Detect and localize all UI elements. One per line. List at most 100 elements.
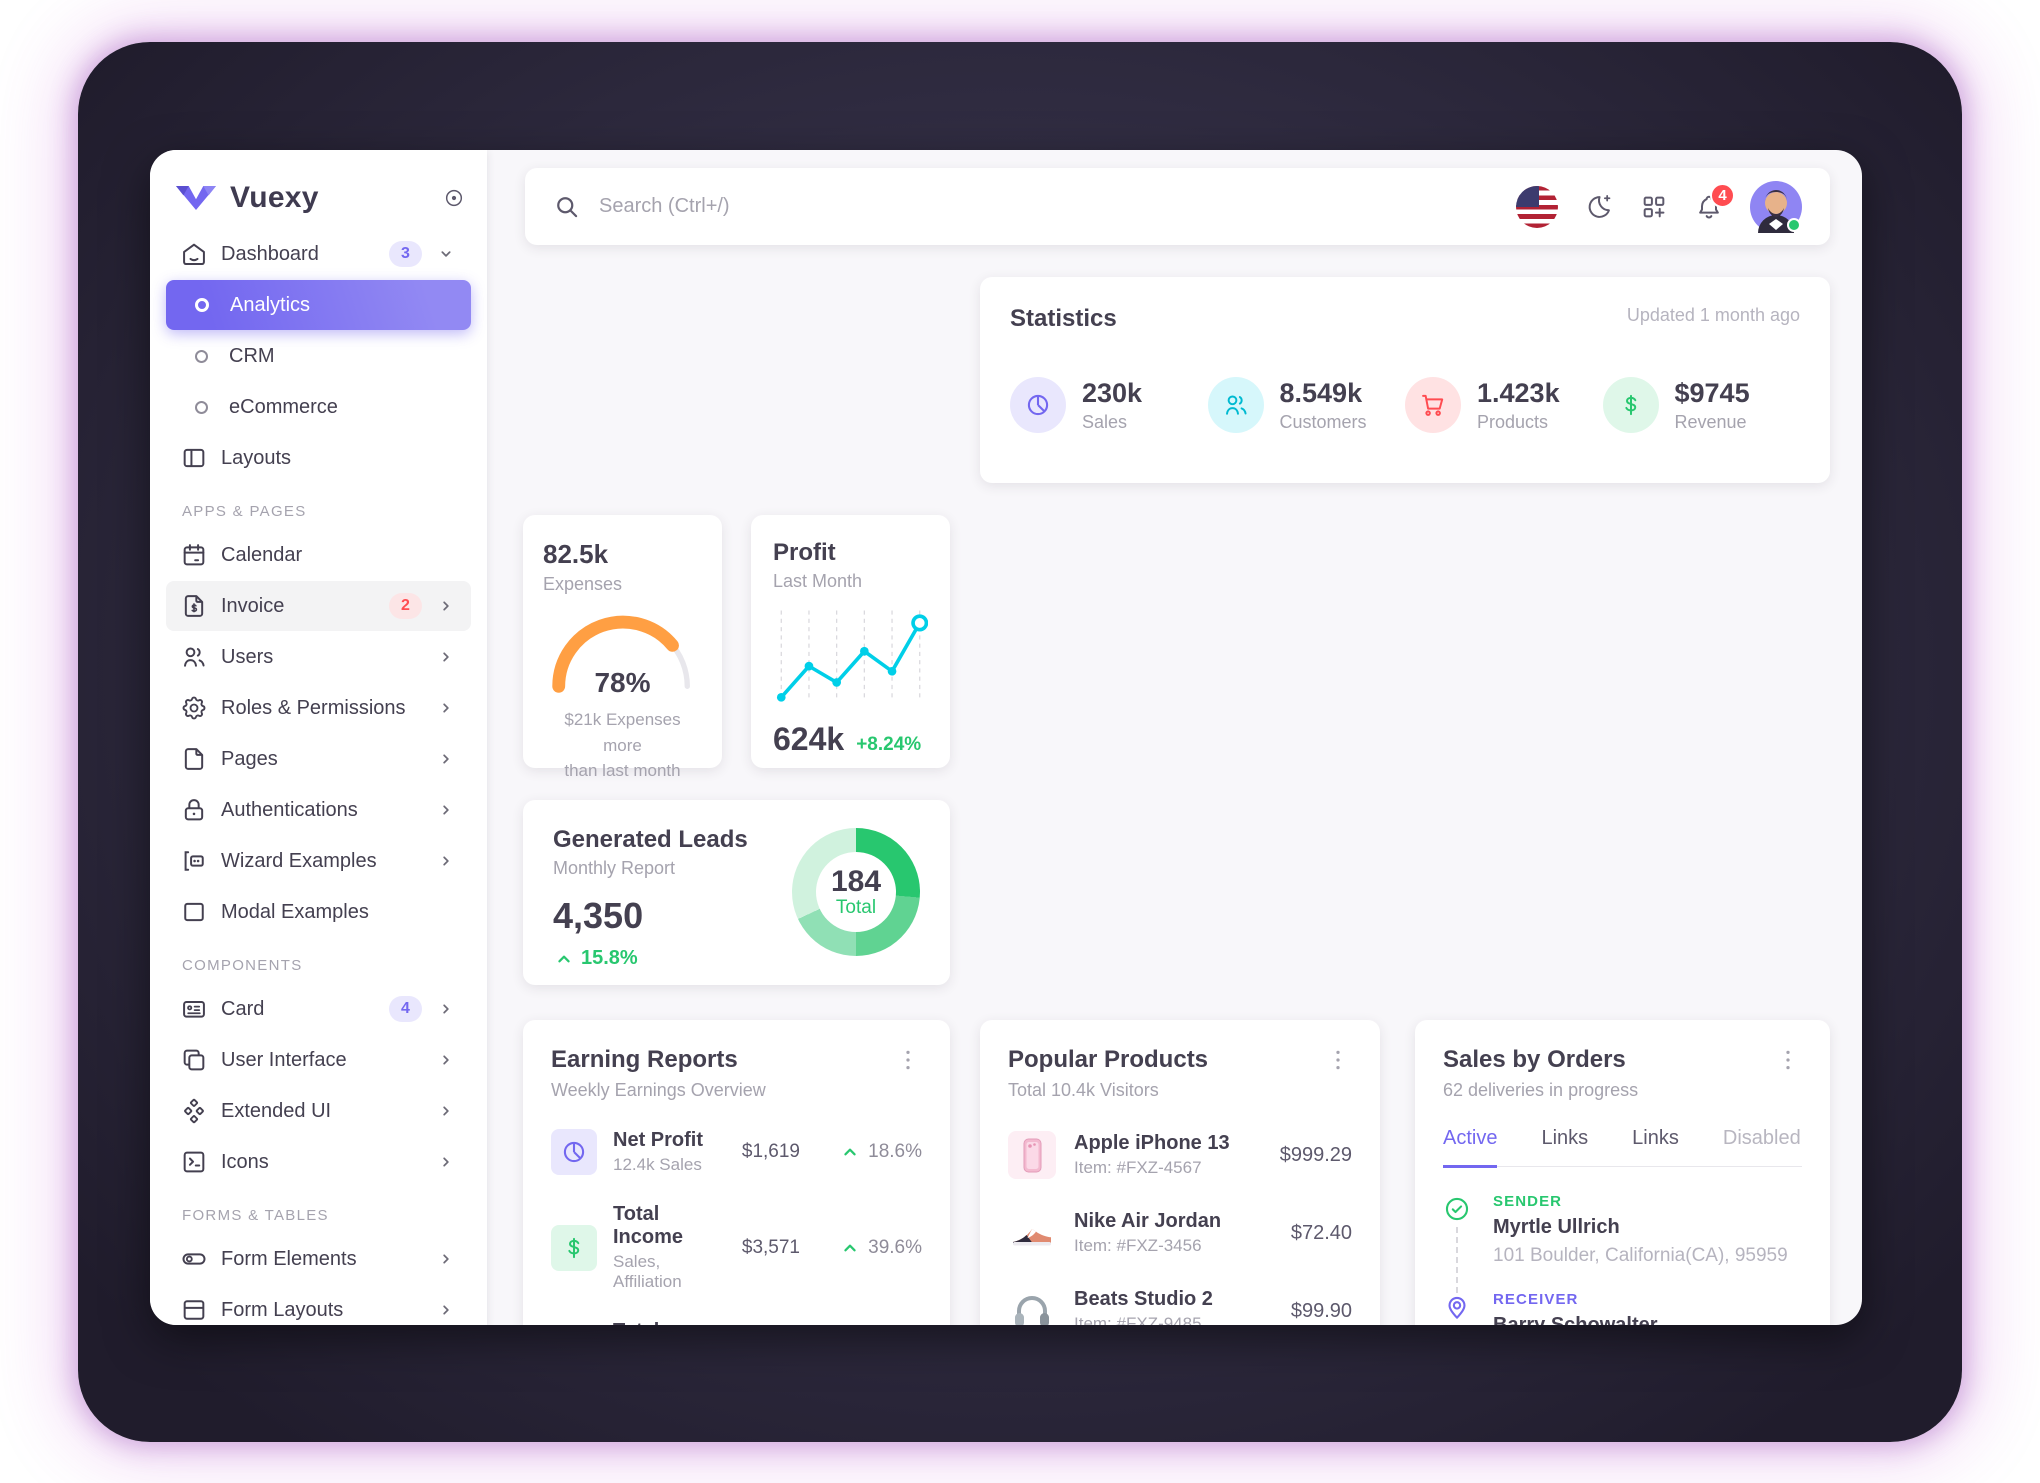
product-price: $72.40 — [1290, 1221, 1352, 1244]
sidebar-collapse-toggle[interactable] — [443, 187, 465, 209]
trend-up-icon — [553, 948, 575, 970]
section-header-apps-pages: APPS & PAGES — [182, 503, 307, 520]
user-avatar[interactable] — [1750, 180, 1802, 233]
card-badge: 4 — [389, 996, 422, 1022]
sidebar-item-authentications[interactable]: Authentications — [166, 785, 471, 835]
online-status-dot — [1787, 217, 1801, 232]
sidebar-item-icons[interactable]: Icons — [166, 1137, 471, 1187]
sidebar-item-layouts[interactable]: Layouts — [166, 433, 471, 483]
sidebar-item-users[interactable]: Users — [166, 632, 471, 682]
sidebar-item-dashboard[interactable]: Dashboard 3 — [166, 229, 471, 279]
copy-icon — [180, 1046, 208, 1074]
tab-disabled[interactable]: Disabled — [1722, 1127, 1801, 1149]
sidebar-item-label: Layouts — [221, 446, 292, 469]
chevron-right-icon — [435, 998, 457, 1020]
profit-line — [779, 621, 922, 700]
product-row-iphone: Apple iPhone 13 Item: #FXZ-4567 $999.29 — [1008, 1131, 1352, 1179]
chevron-right-icon — [435, 1100, 457, 1122]
sidebar-item-label: Form Elements — [221, 1247, 357, 1270]
section-header-forms-tables: FORMS & TABLES — [182, 1207, 329, 1224]
grid-plus-icon — [1640, 193, 1668, 221]
sidebar-item-label: Modal Examples — [221, 900, 369, 923]
report-row-net-profit: Net Profit 12.4k Sales $1,619 18.6% — [551, 1129, 922, 1175]
product-row-nike: Nike Air Jordan Item: #FXZ-3456 $72.40 — [1008, 1209, 1352, 1257]
kebab-menu-icon[interactable] — [1774, 1046, 1802, 1074]
sidebar-item-roles-permissions[interactable]: Roles & Permissions — [166, 683, 471, 733]
sidebar-item-label: CRM — [229, 344, 275, 367]
chevron-right-icon — [435, 850, 457, 872]
chevron-right-icon — [435, 748, 457, 770]
kebab-menu-icon[interactable] — [1324, 1046, 1352, 1074]
product-price: $999.29 — [1279, 1143, 1352, 1166]
report-row-percent: 18.6% — [868, 1141, 922, 1162]
notifications-button[interactable]: 4 — [1695, 182, 1735, 221]
receiver-name: Barry Schowalter — [1493, 1314, 1658, 1325]
delivery-timeline: SENDER Myrtle Ullrich 101 Boulder, Calif… — [1443, 1193, 1802, 1325]
chevron-right-icon — [435, 646, 457, 668]
sender-entry: SENDER Myrtle Ullrich 101 Boulder, Calif… — [1443, 1193, 1802, 1267]
profit-line-chart — [776, 610, 929, 702]
product-item-code: Item: #FXZ-3456 — [1074, 1236, 1202, 1255]
sidebar-item-form-layouts[interactable]: Form Layouts — [166, 1285, 471, 1325]
sidebar-item-pages[interactable]: Pages — [166, 734, 471, 784]
chevron-right-icon — [435, 1151, 457, 1173]
trend-up-icon — [839, 1141, 861, 1163]
sidebar-item-form-elements[interactable]: Form Elements — [166, 1234, 471, 1284]
sidebar-item-wizard-examples[interactable]: Wizard Examples — [166, 836, 471, 886]
product-price: $99.90 — [1290, 1299, 1352, 1322]
sidebar-item-modal-examples[interactable]: Modal Examples — [166, 887, 471, 937]
leads-donut-chart: 184 Total — [792, 828, 920, 956]
profit-title: Profit — [773, 539, 836, 566]
dark-mode-toggle[interactable] — [1585, 193, 1613, 221]
home-icon — [180, 240, 208, 268]
layout-icon — [180, 444, 208, 472]
chevron-right-icon — [435, 1248, 457, 1270]
sidebar-item-calendar[interactable]: Calendar — [166, 530, 471, 580]
report-row-title: Total Income — [613, 1203, 684, 1248]
kebab-menu-icon[interactable] — [894, 1046, 922, 1074]
sidebar-item-analytics[interactable]: Analytics — [166, 280, 471, 330]
shortcuts-button[interactable] — [1640, 193, 1668, 221]
language-flag-button[interactable] — [1516, 185, 1558, 228]
tab-links-2[interactable]: Links — [1632, 1127, 1679, 1149]
sidebar-item-label: Icons — [221, 1150, 269, 1173]
product-item-code: Item: #FXZ-4567 — [1074, 1158, 1202, 1177]
report-row-total-expenses: Total ExpensesADVT, Marketing $430 52.8% — [551, 1320, 922, 1325]
terminal-icon — [180, 1148, 208, 1176]
section-header-components: COMPONENTS — [182, 957, 303, 974]
stat-label: Products — [1477, 411, 1549, 432]
profit-gridlines — [780, 610, 921, 700]
stat-products: 1.423k Products — [1405, 377, 1603, 433]
main-content: 4 Statistics Updated 1 month ago 230k Sal… — [487, 150, 1862, 1325]
product-item-code: Item: #FXZ-9485 — [1074, 1314, 1202, 1325]
sidebar-item-crm[interactable]: CRM — [166, 331, 471, 381]
statistics-card: Statistics Updated 1 month ago 230k Sales… — [980, 277, 1830, 483]
report-row-percent: 39.6% — [868, 1236, 922, 1258]
sidebar-item-extended-ui[interactable]: Extended UI — [166, 1086, 471, 1136]
donut-total-value: 184 — [830, 865, 882, 898]
calendar-icon — [180, 541, 208, 569]
report-row-title: Net Profit — [613, 1129, 703, 1151]
moon-icon — [1585, 193, 1613, 221]
timeline-connector — [1456, 1227, 1458, 1293]
tab-active[interactable]: Active — [1443, 1127, 1498, 1168]
stat-label: Sales — [1082, 411, 1128, 432]
search-input[interactable] — [599, 195, 1516, 218]
sidebar-item-card[interactable]: Card 4 — [166, 984, 471, 1034]
earning-reports-card: Earning Reports Weekly Earnings Overview… — [523, 1020, 950, 1325]
gauge-value-arc — [551, 615, 679, 693]
leads-delta: 15.8% — [553, 947, 748, 970]
sidebar-item-label: Calendar — [221, 543, 303, 566]
expenses-value: 82.5k — [543, 539, 609, 569]
chevron-right-icon — [435, 1299, 457, 1321]
sidebar-item-user-interface[interactable]: User Interface — [166, 1035, 471, 1085]
sidebar-item-ecommerce[interactable]: eCommerce — [166, 382, 471, 432]
stat-label: Customers — [1279, 411, 1367, 432]
tab-links-1[interactable]: Links — [1541, 1127, 1589, 1149]
stat-label: Revenue — [1674, 411, 1747, 432]
record-circle-icon — [443, 187, 465, 209]
sidebar-item-invoice[interactable]: Invoice 2 — [166, 581, 471, 631]
products-title: Popular Products — [1008, 1046, 1209, 1073]
notification-badge: 4 — [1710, 182, 1735, 208]
chevron-right-icon — [435, 595, 457, 617]
